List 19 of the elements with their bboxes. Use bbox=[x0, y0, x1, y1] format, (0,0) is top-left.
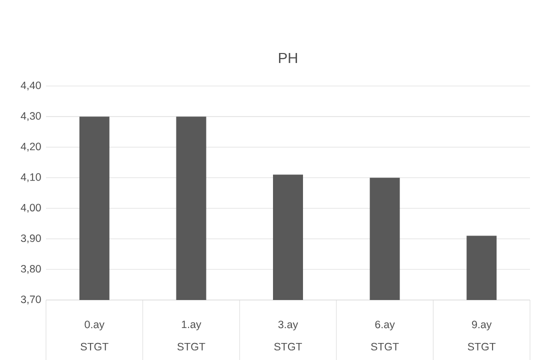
y-tick-label: 3,70 bbox=[20, 295, 41, 304]
text: STGT bbox=[80, 342, 108, 350]
text: STGT bbox=[468, 342, 496, 350]
x-tick-label: 6.ay bbox=[375, 320, 395, 330]
text: STGT bbox=[274, 342, 302, 350]
x-tick-label: 0.ay bbox=[84, 320, 104, 330]
chart-title: PH bbox=[279, 52, 297, 63]
y-tick-label: 4,40 bbox=[20, 81, 41, 90]
x-tick-label: 9.ay bbox=[472, 320, 492, 330]
y-tick-label: 4,20 bbox=[20, 142, 41, 152]
y-tick-label: 4,10 bbox=[20, 173, 41, 182]
y-tick-label: 3,90 bbox=[20, 234, 41, 244]
text: STGT bbox=[177, 342, 206, 350]
x-tick-label: 1.ay bbox=[182, 320, 202, 330]
x-tick-label: 3.ay bbox=[278, 320, 298, 330]
y-tick-label: 3,80 bbox=[20, 264, 41, 274]
y-tick-label: 4,30 bbox=[20, 112, 41, 121]
text: STGT bbox=[371, 342, 399, 350]
y-tick-label: 4,00 bbox=[20, 204, 41, 213]
